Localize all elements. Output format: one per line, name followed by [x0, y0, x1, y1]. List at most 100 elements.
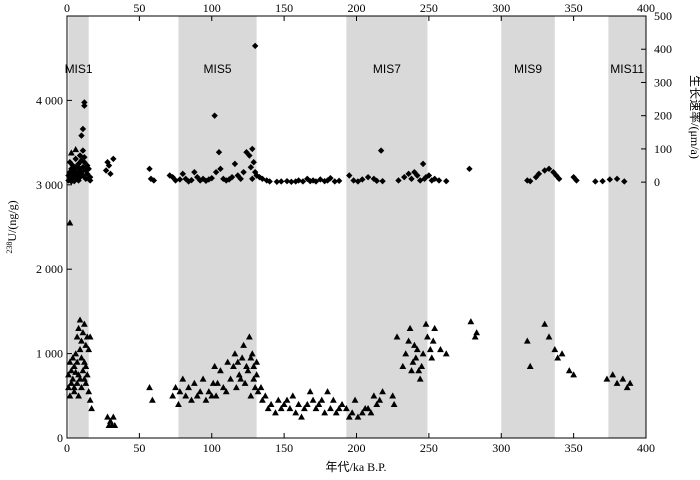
- uranium-point: [208, 392, 216, 399]
- growth-rate-point: [72, 172, 79, 179]
- growth-rate-point: [395, 177, 402, 184]
- y-tick-label-left: 4 000: [36, 93, 63, 107]
- uranium-point: [259, 396, 266, 403]
- uranium-point: [193, 392, 201, 399]
- growth-rate-point: [299, 178, 307, 185]
- growth-rate-point: [185, 178, 192, 185]
- uranium-point: [393, 333, 401, 340]
- uranium-point: [88, 405, 96, 412]
- growth-rate-point: [105, 162, 113, 169]
- mis-band-label: MIS1: [65, 62, 93, 76]
- mis-band-mis5: [178, 16, 257, 438]
- uranium-point: [471, 333, 479, 340]
- growth-rate-point: [335, 177, 343, 185]
- x-tick-label-bottom: 150: [275, 441, 293, 455]
- uranium-point: [212, 392, 220, 399]
- uranium-point: [418, 362, 426, 369]
- mis-band-labels: MIS1 MIS5 MIS7 MIS9 MIS11: [65, 62, 645, 76]
- uranium-point: [295, 400, 302, 407]
- growth-rate-point: [249, 145, 256, 153]
- growth-rate-point: [545, 165, 553, 173]
- growth-rate-point: [249, 175, 256, 183]
- uranium-point: [70, 388, 78, 395]
- mis-band-label: MIS7: [373, 62, 401, 76]
- growth-rate-point: [414, 172, 421, 179]
- mis-bands: [68, 16, 646, 438]
- growth-rate-point: [240, 168, 247, 176]
- uranium-point: [67, 149, 75, 156]
- uranium-point: [442, 350, 450, 357]
- uranium-point: [364, 405, 372, 412]
- uranium-point: [467, 318, 475, 325]
- uranium-point: [202, 396, 210, 403]
- uranium-point: [231, 350, 239, 357]
- uranium-point: [66, 219, 74, 226]
- x-tick-label-bottom: 350: [565, 441, 583, 455]
- uranium-point: [104, 413, 111, 420]
- growth-rate-point: [78, 132, 85, 139]
- growth-rate-point: [524, 177, 531, 184]
- uranium-point: [426, 345, 434, 353]
- uranium-point: [72, 145, 80, 153]
- uranium-point: [219, 383, 227, 391]
- uranium-point: [303, 400, 311, 407]
- x-tick-label-top: 50: [133, 1, 145, 15]
- uranium-point: [176, 388, 184, 395]
- uranium-point: [179, 375, 187, 382]
- uranium-point: [329, 396, 337, 403]
- uranium-point: [283, 396, 291, 403]
- uranium-point: [415, 367, 423, 374]
- y-axis-left-title-superscript: 238: [5, 242, 14, 254]
- uranium-point: [473, 329, 481, 336]
- y-axis-left-ticks: 0 1 000 2 000 3 000 4 000: [36, 93, 72, 445]
- y-tick-label-right: 0: [654, 175, 660, 189]
- growth-rate-point: [621, 178, 628, 185]
- growth-rate-point: [288, 178, 295, 186]
- uranium-point: [565, 367, 573, 374]
- uranium-point: [80, 320, 88, 327]
- mis-band-label: MIS9: [514, 62, 542, 76]
- uranium-point: [78, 383, 85, 391]
- uranium-point: [80, 358, 88, 365]
- uranium-point: [390, 400, 398, 407]
- uranium-point: [248, 350, 256, 357]
- x-tick-label-top: 200: [348, 1, 366, 15]
- uranium-point: [411, 341, 418, 348]
- uranium-point: [69, 354, 77, 361]
- uranium-point: [277, 405, 285, 412]
- growth-rate-point: [416, 177, 424, 184]
- uranium-point: [619, 375, 627, 382]
- x-tick-label-top: 150: [275, 1, 293, 15]
- uranium-point: [227, 375, 234, 382]
- uranium-point: [570, 371, 578, 378]
- uranium-point: [412, 354, 420, 361]
- growth-rate-point: [231, 160, 239, 168]
- growth-rate-point: [176, 176, 184, 183]
- uranium-point: [70, 362, 78, 369]
- uranium-point: [332, 409, 340, 416]
- growth-rate-point: [85, 165, 92, 173]
- uranium-point: [78, 354, 85, 361]
- growth-rate-point: [295, 177, 302, 184]
- uranium-point: [196, 388, 204, 395]
- uranium-point: [541, 320, 549, 327]
- y-tick-label-right: 100: [654, 142, 672, 156]
- uranium-point: [351, 396, 359, 403]
- uranium-point: [335, 405, 343, 412]
- uranium-point: [416, 375, 424, 382]
- uranium-point: [274, 396, 282, 403]
- growth-rate-point: [253, 172, 260, 179]
- growth-rate-point: [81, 154, 88, 161]
- uranium-point: [70, 383, 78, 391]
- uranium-point: [86, 333, 94, 340]
- y-axis-right-ticks: 0 100 200 300 400 500: [641, 9, 672, 189]
- uranium-point: [312, 405, 320, 412]
- uranium-point: [190, 379, 198, 386]
- uranium-point: [232, 383, 240, 391]
- uranium-point: [370, 392, 378, 399]
- growth-rate-point: [283, 177, 291, 185]
- growth-rate-point: [107, 170, 114, 178]
- uranium-point: [217, 367, 224, 374]
- uranium-point: [280, 400, 288, 407]
